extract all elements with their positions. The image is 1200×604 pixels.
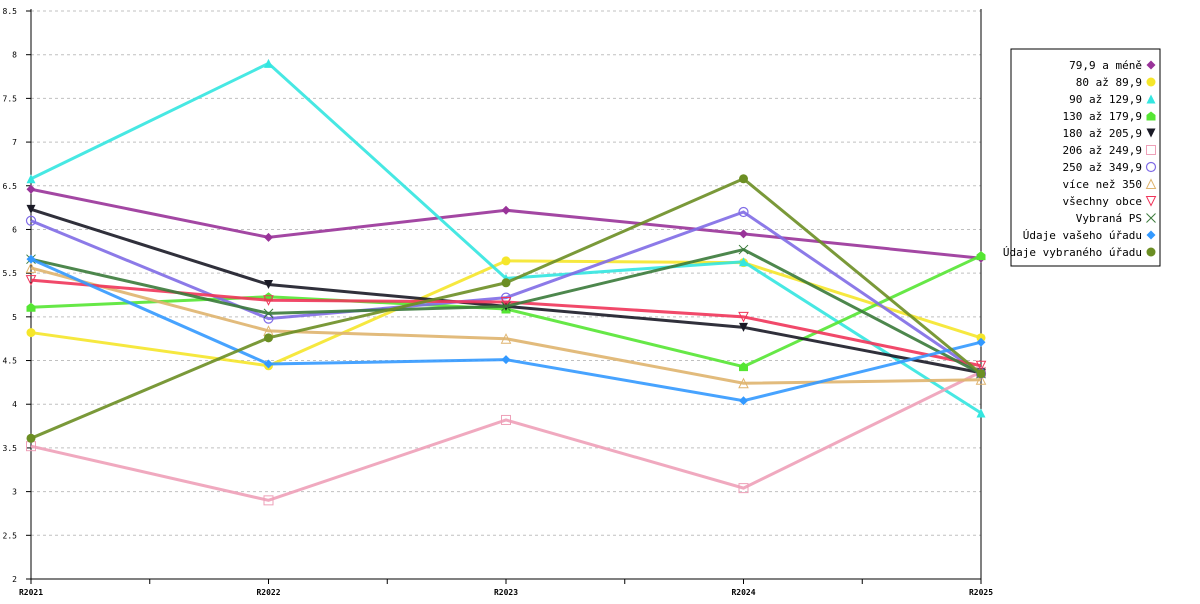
y-tick-label: 2.5 bbox=[3, 531, 18, 540]
x-tick-label: R2022 bbox=[256, 588, 280, 597]
data-point bbox=[976, 369, 986, 379]
data-point bbox=[263, 495, 274, 506]
legend-marker-icon bbox=[1146, 145, 1156, 155]
data-point bbox=[26, 302, 36, 312]
data-point bbox=[263, 308, 274, 319]
y-tick-label: 3 bbox=[12, 488, 17, 497]
legend-label: 180 až 205,9 bbox=[1063, 127, 1142, 140]
legend-marker-icon bbox=[1146, 213, 1156, 223]
data-point bbox=[976, 408, 986, 418]
y-tick-label: 2 bbox=[12, 575, 17, 584]
legend-label: Údaje vybraného úřadu bbox=[1003, 246, 1142, 259]
data-point bbox=[739, 174, 748, 184]
data-point bbox=[738, 377, 749, 389]
x-tick-label: R2024 bbox=[731, 588, 755, 597]
data-point bbox=[739, 257, 748, 267]
legend-label: všechny obce bbox=[1063, 195, 1142, 208]
data-point bbox=[264, 58, 273, 68]
y-tick-label: 5 bbox=[12, 313, 17, 322]
data-point bbox=[25, 215, 37, 226]
data-point bbox=[739, 362, 748, 372]
legend-label: 250 až 349,9 bbox=[1063, 161, 1142, 174]
data-point bbox=[25, 275, 37, 286]
data-point bbox=[976, 251, 986, 261]
series-0 bbox=[26, 184, 986, 263]
data-point bbox=[500, 296, 512, 308]
y-tick-label: 6 bbox=[12, 225, 17, 234]
data-point bbox=[26, 204, 36, 214]
y-tick-label: 6.5 bbox=[3, 182, 18, 191]
legend-marker-icon bbox=[1146, 77, 1156, 87]
data-point bbox=[26, 328, 36, 338]
data-point bbox=[500, 333, 512, 344]
data-point bbox=[264, 232, 273, 242]
legend-label: 206 až 249,9 bbox=[1063, 144, 1142, 157]
y-tick-label: 7.5 bbox=[3, 94, 18, 103]
legend-marker-icon bbox=[1146, 230, 1156, 240]
series-10 bbox=[26, 254, 986, 406]
legend-marker-icon bbox=[1145, 161, 1157, 173]
legend-marker-icon bbox=[1146, 111, 1156, 121]
data-point bbox=[738, 311, 749, 323]
data-point bbox=[264, 333, 273, 343]
data-point bbox=[976, 337, 986, 347]
y-tick-label: 5.5 bbox=[3, 269, 18, 278]
data-point bbox=[739, 229, 748, 239]
legend: 79,9 a méně 80 až 89,9 90 až 129,9 130 až 1… bbox=[1003, 48, 1161, 267]
legend-marker-icon bbox=[1146, 128, 1156, 138]
x-tick-label: R2025 bbox=[969, 588, 993, 597]
y-tick-label: 8 bbox=[12, 51, 17, 60]
legend-marker-icon bbox=[1145, 196, 1157, 207]
legend-label: Údaje vašeho úřadu bbox=[1023, 229, 1142, 242]
legend-label: 79,9 a méně bbox=[1069, 59, 1142, 72]
legend-label: více než 350 bbox=[1063, 178, 1142, 191]
legend-marker-icon bbox=[1146, 60, 1156, 70]
data-point bbox=[501, 414, 511, 425]
series-11 bbox=[26, 174, 986, 443]
data-point bbox=[26, 433, 36, 443]
legend-box bbox=[1010, 48, 1161, 267]
legend-label: 130 až 179,9 bbox=[1063, 110, 1142, 123]
y-tick-label: 3.5 bbox=[3, 444, 18, 453]
series-line bbox=[30, 370, 982, 502]
legend-marker-icon bbox=[1146, 247, 1156, 257]
x-tick-label: R2023 bbox=[494, 588, 518, 597]
data-point bbox=[501, 301, 511, 312]
data-point bbox=[739, 396, 748, 406]
data-point bbox=[26, 174, 36, 184]
data-point bbox=[501, 256, 511, 266]
y-tick-label: 4.5 bbox=[3, 357, 18, 366]
data-point bbox=[739, 322, 748, 332]
legend-marker-icon bbox=[1146, 94, 1156, 104]
data-point bbox=[501, 205, 511, 215]
data-point bbox=[264, 280, 273, 290]
data-point bbox=[26, 254, 36, 264]
y-tick-label: 8.5 bbox=[3, 7, 18, 16]
y-tick-label: 7 bbox=[12, 138, 17, 147]
legend-label: Vybraná PS bbox=[1076, 212, 1142, 225]
data-point bbox=[738, 244, 749, 255]
x-tick-label: R2021 bbox=[19, 588, 43, 597]
data-point bbox=[501, 355, 511, 365]
data-point bbox=[501, 278, 511, 288]
legend-marker-icon bbox=[1145, 178, 1157, 189]
data-point bbox=[25, 262, 37, 273]
series-line bbox=[30, 278, 982, 368]
series-8 bbox=[25, 275, 987, 372]
data-point bbox=[264, 359, 273, 369]
data-point bbox=[738, 483, 749, 494]
series-line bbox=[30, 187, 982, 260]
data-point bbox=[738, 206, 749, 218]
y-tick-label: 4 bbox=[12, 400, 17, 409]
data-point bbox=[975, 374, 987, 385]
data-point bbox=[263, 295, 274, 306]
data-point bbox=[975, 360, 987, 372]
data-point bbox=[26, 184, 36, 194]
series-5 bbox=[26, 366, 986, 506]
legend-label: 80 až 89,9 bbox=[1076, 76, 1142, 89]
legend-label: 90 až 129,9 bbox=[1069, 93, 1142, 106]
